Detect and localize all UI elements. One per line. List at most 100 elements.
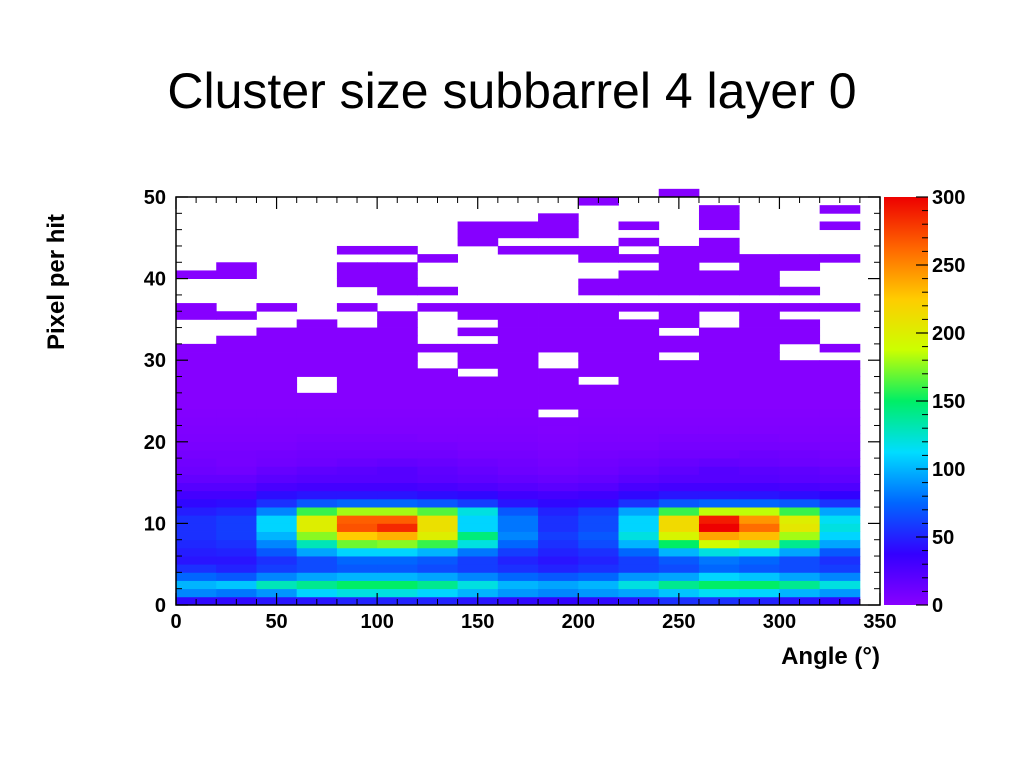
- colorbar-tick-label: 250: [932, 255, 965, 277]
- heatmap-cell: [457, 221, 499, 231]
- heatmap-cell: [739, 254, 780, 263]
- heatmap-cell: [578, 580, 619, 590]
- heatmap-cell: [336, 425, 378, 435]
- heatmap-cell: [819, 572, 861, 581]
- heatmap-cell: [296, 482, 338, 492]
- heatmap-cell: [538, 474, 579, 483]
- heatmap-cell: [658, 376, 700, 386]
- heatmap-cell: [698, 303, 740, 312]
- heatmap-cell: [216, 547, 257, 557]
- heatmap-cell: [658, 482, 700, 492]
- heatmap-cell: [578, 458, 619, 467]
- heatmap-cell: [296, 547, 338, 557]
- heatmap-cell: [216, 343, 257, 353]
- heatmap-cell: [578, 531, 619, 541]
- heatmap-cell: [216, 523, 257, 532]
- heatmap-cell: [457, 311, 499, 320]
- heatmap-cell: [417, 572, 458, 581]
- heatmap-cell: [779, 474, 821, 483]
- heatmap-cell: [256, 327, 298, 337]
- heatmap-cell: [256, 384, 298, 394]
- heatmap-cell: [618, 433, 660, 443]
- heatmap-cell: [739, 547, 780, 557]
- heatmap-cell: [457, 425, 499, 435]
- heatmap-cell: [618, 286, 660, 296]
- heatmap-cell: [538, 401, 579, 410]
- heatmap-cell: [256, 572, 298, 581]
- heatmap-cell: [176, 401, 217, 410]
- heatmap-cell: [256, 392, 298, 402]
- heatmap-cell: [578, 523, 619, 532]
- heatmap-cell: [256, 564, 298, 573]
- heatmap-cell: [779, 507, 821, 516]
- heatmap-cell: [296, 458, 338, 467]
- heatmap-cell: [176, 515, 217, 524]
- heatmap-cell: [538, 572, 579, 581]
- colorbar-tick-label: 100: [932, 459, 965, 481]
- heatmap-cell: [497, 401, 539, 410]
- heatmap-cell: [698, 360, 740, 369]
- x-tick-label: 300: [763, 611, 796, 633]
- heatmap-cell: [739, 262, 780, 271]
- heatmap-cell: [618, 547, 660, 557]
- heatmap-cell: [538, 303, 579, 312]
- heatmap-cell: [779, 303, 821, 312]
- heatmap-cell: [256, 539, 298, 549]
- heatmap-cell: [698, 352, 740, 361]
- heatmap-cell: [578, 409, 619, 418]
- heatmap-cell: [417, 531, 458, 541]
- heatmap-cell: [538, 539, 579, 549]
- heatmap-cell: [176, 547, 217, 557]
- heatmap-cell: [336, 515, 378, 524]
- heatmap-cell: [658, 507, 700, 516]
- heatmap-cell: [377, 417, 418, 426]
- heatmap-cell: [819, 539, 861, 549]
- heatmap-cell: [417, 401, 458, 410]
- heatmap-cell: [618, 392, 660, 402]
- heatmap-cell: [819, 303, 861, 312]
- heatmap-cell: [538, 588, 579, 598]
- heatmap-cell: [618, 327, 660, 337]
- heatmap-cell: [457, 303, 499, 312]
- heatmap-cell: [658, 245, 700, 255]
- heatmap-cell: [256, 556, 298, 565]
- heatmap-cell: [739, 343, 780, 353]
- heatmap-cell: [457, 458, 499, 467]
- heatmap-cell: [819, 556, 861, 565]
- heatmap-cell: [457, 572, 499, 581]
- heatmap-cell: [779, 539, 821, 549]
- heatmap-cell: [176, 441, 217, 451]
- y-tick-label: 40: [144, 269, 166, 291]
- heatmap-cell: [176, 449, 217, 459]
- heatmap-cell: [216, 556, 257, 565]
- heatmap-cell: [819, 474, 861, 483]
- colorbar-tick-label: 0: [932, 595, 943, 617]
- heatmap-cell: [216, 417, 257, 426]
- heatmap-cell: [698, 409, 740, 418]
- heatmap-cell: [216, 401, 257, 410]
- heatmap-cell: [578, 278, 619, 288]
- heatmap-cell: [538, 221, 579, 231]
- heatmap-cell: [417, 343, 458, 353]
- heatmap-cell: [739, 449, 780, 459]
- heatmap-cell: [739, 278, 780, 288]
- heatmap-cell: [658, 588, 700, 598]
- heatmap-cell: [336, 433, 378, 443]
- heatmap-cell: [497, 327, 539, 337]
- heatmap-cell: [618, 376, 660, 386]
- heatmap-cell: [336, 352, 378, 361]
- heatmap-cell: [336, 588, 378, 598]
- heatmap-cell: [216, 564, 257, 573]
- heatmap-cell: [457, 384, 499, 394]
- heatmap-cell: [216, 515, 257, 524]
- heatmap-cell: [457, 482, 499, 492]
- heatmap-cell: [216, 458, 257, 467]
- heatmap-cell: [256, 409, 298, 418]
- heatmap-cell: [256, 482, 298, 492]
- heatmap-cell: [256, 441, 298, 451]
- heatmap-cell: [698, 507, 740, 516]
- heatmap-cell: [377, 360, 418, 369]
- heatmap-cell: [578, 441, 619, 451]
- x-tick-label: 50: [265, 611, 287, 633]
- heatmap-cell: [176, 556, 217, 565]
